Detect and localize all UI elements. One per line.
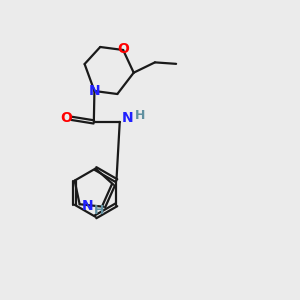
Text: N: N bbox=[82, 199, 94, 213]
Text: N: N bbox=[122, 111, 134, 125]
Text: O: O bbox=[117, 42, 129, 56]
Text: H: H bbox=[94, 204, 105, 217]
Text: H: H bbox=[135, 109, 146, 122]
Text: O: O bbox=[61, 111, 72, 125]
Text: N: N bbox=[89, 84, 101, 98]
